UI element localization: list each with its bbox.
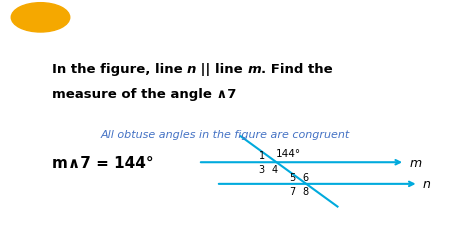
Text: 3: 3 [258,165,264,175]
Text: 1: 1 [259,150,266,160]
Text: m: m [410,156,422,169]
Text: n: n [187,62,196,75]
Text: 8: 8 [303,186,309,196]
Text: m: m [248,62,261,75]
Ellipse shape [11,4,70,33]
Text: In the figure, line: In the figure, line [52,62,187,75]
Text: || line: || line [196,62,248,75]
Text: n: n [423,178,431,191]
Text: All obtuse angles in the figure are congruent: All obtuse angles in the figure are cong… [100,130,350,140]
Text: m∧7 = 144°: m∧7 = 144° [52,155,153,170]
Text: 7: 7 [289,186,296,196]
Text: 144°: 144° [276,149,301,159]
Text: 4: 4 [271,165,278,175]
Text: 6: 6 [303,172,309,182]
Text: measure of the angle ∧7: measure of the angle ∧7 [52,87,236,100]
Text: 5: 5 [289,172,296,182]
Text: Parallel Lines: Parallel Lines [90,9,216,26]
Text: . Find the: . Find the [261,62,333,75]
